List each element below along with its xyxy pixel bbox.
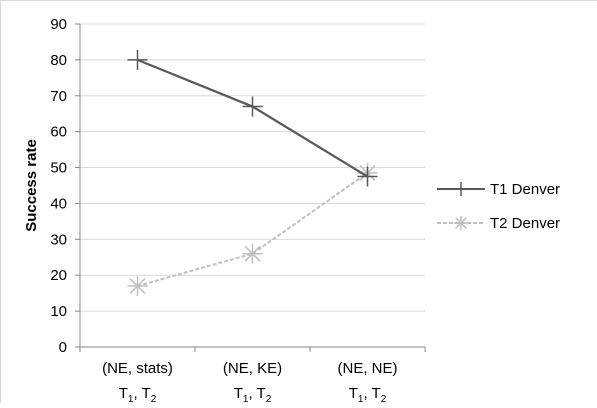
marker-stroke <box>244 245 261 262</box>
legend-label: T1 Denver <box>490 181 560 198</box>
series-line-2 <box>137 172 369 287</box>
y-tick-label: 80 <box>50 52 67 69</box>
marker-stroke <box>455 217 467 229</box>
y-tick-label: 40 <box>50 195 67 212</box>
label-part: , <box>133 385 141 402</box>
data-point <box>242 96 263 117</box>
x-tick-label: (NE, KE) <box>223 360 282 377</box>
x-tick-label-sub: T1, T2 <box>349 385 387 403</box>
data-point <box>357 166 378 187</box>
x-tick-label: (NE, NE) <box>338 360 398 377</box>
y-tick-label: 60 <box>50 124 67 141</box>
x-tick-label-sub: T1, T2 <box>234 385 272 403</box>
y-tick-label: 90 <box>50 16 67 33</box>
legend-label: T2 Denver <box>490 215 560 232</box>
legend-item: T1 Denver <box>437 181 560 198</box>
label-part: T <box>257 385 266 402</box>
y-tick-label: 30 <box>50 231 67 248</box>
subscript: 1 <box>358 394 364 403</box>
label-part: T <box>119 385 128 402</box>
y-axis-title: Success rate <box>23 139 40 232</box>
series-line-1 <box>137 58 369 178</box>
y-tick-label: 10 <box>50 303 67 320</box>
marker-stroke <box>129 277 146 295</box>
legend-swatch-marker <box>454 216 468 230</box>
subscript: 2 <box>266 394 272 403</box>
x-tick-label-sub: T1, T2 <box>119 385 157 403</box>
label-part: , <box>363 385 371 402</box>
label-part: T <box>234 385 243 402</box>
y-tick-label: 50 <box>50 160 67 177</box>
subscript: 1 <box>128 394 134 403</box>
data-point <box>242 243 263 264</box>
subscript: 1 <box>243 394 249 403</box>
data-point <box>127 275 148 296</box>
label-part: T <box>142 385 151 402</box>
x-tick-label: (NE, stats) <box>102 360 173 377</box>
label-part: T <box>372 385 381 402</box>
subscript: 2 <box>151 394 157 403</box>
legend-item: T2 Denver <box>437 215 560 232</box>
y-tick-label: 0 <box>59 339 67 356</box>
y-tick-label: 70 <box>50 88 67 105</box>
y-tick-label: 20 <box>50 267 67 284</box>
label-part: , <box>248 385 256 402</box>
data-point <box>127 49 148 70</box>
subscript: 2 <box>381 394 387 403</box>
label-part: T <box>349 385 358 402</box>
legend-swatch-marker <box>454 182 468 196</box>
